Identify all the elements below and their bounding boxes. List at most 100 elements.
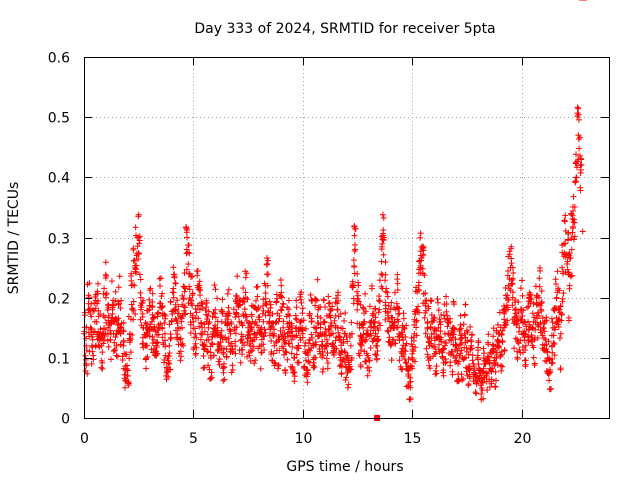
data-point: [208, 369, 215, 376]
data-point: [239, 322, 246, 329]
data-point: [173, 334, 180, 341]
data-point: [108, 356, 115, 363]
data-point: [180, 295, 187, 302]
data-point: [343, 374, 350, 381]
data-point: [101, 285, 108, 292]
data-point: [162, 337, 169, 344]
data-point: [547, 386, 554, 393]
data-point: [86, 280, 93, 287]
data-point: [518, 277, 525, 284]
data-point: [278, 307, 285, 314]
data-point: [480, 345, 487, 352]
data-point: [517, 285, 524, 292]
data-point: [118, 297, 125, 304]
data-point: [201, 364, 208, 371]
data-point: [248, 348, 255, 355]
data-point: [350, 282, 357, 289]
data-point: [394, 287, 401, 294]
data-point: [570, 193, 577, 200]
data-point: [258, 336, 265, 343]
data-point: [288, 336, 295, 343]
data-point: [376, 277, 383, 284]
data-point: [536, 275, 543, 282]
data-point: [295, 359, 302, 366]
data-point: [186, 270, 192, 277]
data-point: [304, 366, 311, 373]
data-point: [467, 323, 474, 330]
data-point: [135, 213, 142, 220]
x-tick-label: 5: [189, 431, 198, 447]
data-point: [212, 306, 219, 313]
data-point: [472, 389, 479, 396]
data-point: [171, 274, 178, 281]
data-point: [334, 292, 341, 299]
data-point: [181, 270, 188, 277]
data-point: [279, 303, 286, 310]
data-point: [214, 324, 221, 331]
data-point: [95, 307, 102, 314]
data-point: [351, 232, 358, 239]
data-point: [137, 294, 144, 301]
data-point: [307, 291, 314, 298]
data-point: [355, 279, 362, 286]
x-tick-label: 0: [80, 431, 89, 447]
data-point: [344, 338, 351, 345]
data-point: [120, 342, 127, 349]
data-point: [157, 320, 164, 327]
data-point: [332, 312, 339, 319]
data-point: [378, 258, 385, 265]
data-point: [357, 347, 364, 354]
data-point: [128, 277, 135, 284]
data-point: [198, 299, 205, 306]
data-point: [166, 360, 173, 367]
data-point: [574, 104, 581, 111]
data-point: [147, 321, 154, 328]
data-point: [133, 262, 140, 269]
data-point: [473, 380, 480, 387]
data-point: [536, 264, 543, 271]
data-point: [134, 243, 141, 250]
data-point: [165, 352, 172, 359]
data-point: [379, 240, 386, 247]
data-point: [579, 228, 586, 235]
data-point: [191, 325, 198, 332]
data-point: [109, 301, 116, 308]
data-point: [546, 377, 553, 384]
data-point: [130, 246, 137, 253]
data-point: [275, 362, 282, 369]
data-point: [382, 259, 389, 266]
data-point: [220, 377, 227, 384]
data-point: [101, 326, 108, 333]
data-point: [225, 335, 232, 342]
data-point: [273, 299, 280, 306]
data-point: [276, 312, 283, 319]
data-point: [262, 329, 269, 336]
data-point: [112, 334, 119, 341]
data-point: [82, 352, 89, 359]
data-point: [461, 311, 468, 318]
data-point: [562, 240, 569, 247]
data-point: [172, 280, 179, 287]
data-point: [299, 330, 306, 337]
data-point: [129, 331, 136, 338]
data-point: [130, 307, 137, 314]
data-point: [221, 376, 228, 383]
data-point: [252, 357, 259, 364]
data-point: [225, 304, 232, 311]
data-point: [224, 290, 231, 297]
data-point: [88, 360, 95, 367]
data-point: [347, 366, 354, 373]
data-point: [173, 317, 180, 324]
data-point: [122, 351, 129, 358]
data-point: [465, 382, 472, 389]
data-point: [132, 224, 139, 231]
data-point: [198, 320, 205, 327]
data-point: [271, 330, 278, 337]
data-point: [203, 304, 210, 311]
data-point: [105, 343, 112, 350]
data-point: [205, 336, 212, 343]
data-point: [331, 317, 338, 324]
data-point: [289, 343, 296, 350]
data-point: [303, 373, 310, 380]
data-point: [100, 340, 107, 347]
